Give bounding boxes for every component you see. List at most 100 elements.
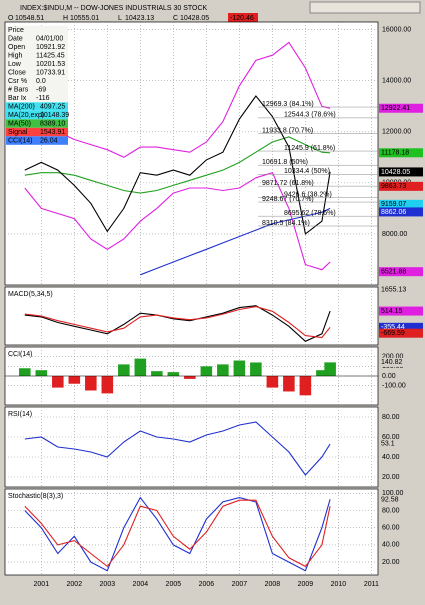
toolbar[interactable] xyxy=(309,1,421,14)
price-tag-label: 1655.13 xyxy=(381,287,406,294)
price-tag-label: 11178.18 xyxy=(381,150,409,157)
legend-swatch xyxy=(6,127,68,137)
series-line xyxy=(24,305,331,342)
series-line xyxy=(24,499,331,568)
bar xyxy=(134,358,147,376)
fib-label: 8695.62 (78.6%) xyxy=(284,210,336,217)
bar xyxy=(118,364,130,376)
pane-title: Stochastic(8(3),3) xyxy=(8,493,63,500)
legend-name: MA(200) xyxy=(8,103,35,110)
fib-label: 12544.3 (78.6%) xyxy=(284,112,336,119)
ohlc-value: 10423.13 xyxy=(125,15,154,22)
price-tag xyxy=(379,207,423,217)
ohlc-label: O xyxy=(8,15,14,22)
fib-label: 12969.3 (84.1%) xyxy=(262,101,314,108)
info-row xyxy=(6,42,68,52)
pane xyxy=(4,406,379,488)
price-tag-label: -669.59 xyxy=(381,330,405,337)
info-label: # Bars xyxy=(8,86,29,93)
fib-label: 10334.4 (50%) xyxy=(284,168,330,175)
legend-swatch xyxy=(6,110,68,120)
price-tag-label: 53.1 xyxy=(381,441,395,448)
price-tag xyxy=(379,167,423,177)
price-tag xyxy=(379,439,423,449)
info-row xyxy=(6,25,68,35)
x-tick-label: 2009 xyxy=(298,581,314,588)
bar xyxy=(266,376,279,388)
fib-label: 9248.67 (70.7%) xyxy=(262,196,314,203)
x-tick-label: 2001 xyxy=(34,581,50,588)
price-tag-label: 8862.06 xyxy=(381,209,406,216)
price-tag xyxy=(379,199,423,209)
info-row xyxy=(6,59,68,69)
legend-value: 26.04 xyxy=(40,137,58,144)
info-value: 0.0 xyxy=(36,78,46,85)
fib-label: 9426.6 (38.2%) xyxy=(284,191,332,198)
bar xyxy=(283,376,295,392)
bar xyxy=(35,370,48,376)
bar xyxy=(52,376,64,388)
bar xyxy=(151,371,163,376)
info-label: Price xyxy=(8,27,24,34)
y-tick-label: 60.00 xyxy=(382,525,400,532)
x-tick-label: 2011 xyxy=(364,581,379,588)
price-tag xyxy=(379,495,423,505)
info-value: 04/01/00 xyxy=(36,35,63,42)
fib-label: 11933.8 (70.7%) xyxy=(262,127,313,134)
info-value: 10201.53 xyxy=(36,61,65,68)
info-label: Low xyxy=(8,61,22,68)
bar xyxy=(200,366,213,376)
info-label: Open xyxy=(8,44,25,51)
price-tag xyxy=(379,306,423,316)
legend-value: 10148.39 xyxy=(40,112,69,119)
y-tick-label: 40.00 xyxy=(382,542,400,549)
y-tick-label: 40.00 xyxy=(382,454,400,461)
fib-label: 11245.9 (61.8%) xyxy=(284,145,335,152)
series-line xyxy=(24,41,331,158)
bar xyxy=(85,376,97,391)
y-tick-label: 14000.00 xyxy=(382,78,411,85)
bar xyxy=(316,370,328,376)
pane-title: CCI(14) xyxy=(8,351,33,358)
y-tick-label: 20.00 xyxy=(382,559,400,566)
bar xyxy=(250,362,262,376)
pane-title: RSI(14) xyxy=(8,411,32,418)
info-value: 11425.45 xyxy=(36,52,65,59)
pane-title: MACD(5,34,5) xyxy=(8,291,53,298)
bar xyxy=(101,376,114,394)
legend-swatch xyxy=(6,136,68,145)
price-tag-label: 140.82 xyxy=(381,359,403,366)
ohlc-value: 10555.01 xyxy=(70,15,99,22)
y-tick-label: 80.00 xyxy=(382,507,400,514)
legend-name: Signal xyxy=(8,129,28,136)
y-tick-label: 12000.00 xyxy=(382,129,411,136)
x-tick-label: 2006 xyxy=(199,581,215,588)
x-tick-label: 2008 xyxy=(265,581,281,588)
bar xyxy=(233,360,246,376)
bar xyxy=(184,376,196,379)
y-tick-label: 80.00 xyxy=(382,414,400,421)
price-tag xyxy=(379,148,423,158)
fib-label: 8310.5 (84.1%) xyxy=(262,220,310,227)
price-tag-label: 9863.73 xyxy=(381,183,406,190)
price-tag-label: -355.44 xyxy=(381,324,405,331)
fib-label: 10691.8 (50%) xyxy=(262,159,308,166)
x-tick-label: 2007 xyxy=(232,581,248,588)
x-tick-label: 2005 xyxy=(166,581,182,588)
price-tag xyxy=(379,322,423,332)
info-row xyxy=(6,85,68,94)
legend-name: CCI(14) xyxy=(8,137,33,144)
info-row xyxy=(6,51,68,60)
chart-title: INDEX:$INDU,M -- DOW-JONES INDUSTRIALS 3… xyxy=(20,5,208,12)
pane xyxy=(4,488,379,576)
legend-name: MA(50) xyxy=(8,120,31,127)
ohlc-label: L xyxy=(118,15,122,22)
bar xyxy=(167,372,180,376)
info-value: -116 xyxy=(36,95,50,102)
price-tag xyxy=(379,103,423,113)
bar xyxy=(217,364,229,376)
y-tick-label: 100.00 xyxy=(382,490,404,497)
ohlc-label: H xyxy=(63,15,68,22)
info-row xyxy=(6,76,68,86)
info-label: Csr % xyxy=(8,78,27,85)
